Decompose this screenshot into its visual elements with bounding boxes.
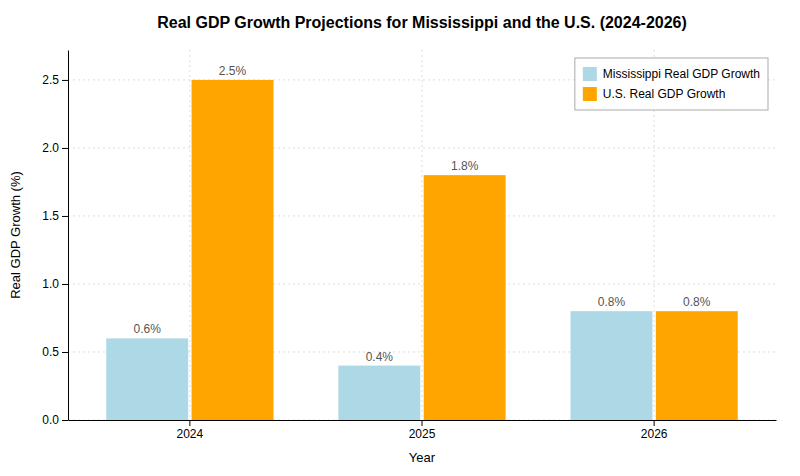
y-tick-label: 2.5 [42,73,59,87]
y-tick: 2.5 [42,73,68,87]
title: Real GDP Growth Projections for Mississi… [157,14,687,31]
grid-line-y [68,283,776,284]
y-axis: 0.0 0.5 1.0 1.5 2.0 2.5 [42,51,68,428]
y-tick-label: 1.5 [42,209,59,223]
x-axis-title: Year [409,450,436,465]
y-axis-line [68,51,69,421]
grid-line-y [68,147,776,148]
y-axis-title: Real GDP Growth (%) [8,171,23,299]
bar [192,80,274,420]
y-tick: 0.0 [42,413,68,427]
x-tick-label: 2025 [409,427,436,441]
chart: 2024 2025 2026 0.0 0.5 1.0 1.5 2.0 2.5 0.6% 0.4% 0.… [0,0,800,476]
data-label: 1.8% [451,159,479,173]
y-tick-label: 0.0 [42,413,59,427]
x-tick: 2024 [177,420,204,441]
x-tick-mark [654,420,655,426]
legend-label: U.S. Real GDP Growth [603,87,725,101]
x-tick-mark [189,420,190,426]
y-tick-label: 1.0 [42,277,59,291]
grid-line-x [422,50,423,420]
grid-line-x [189,50,190,420]
y-tick: 1.0 [42,277,68,291]
grid [68,50,776,420]
data-label: 2.5% [219,64,247,78]
x-tick-mark [422,420,423,426]
y-tick-label: 0.5 [42,345,59,359]
data-label: 0.6% [134,322,162,336]
bar [656,311,738,420]
y-tick-mark [62,352,68,353]
bar [106,338,188,420]
legend-swatch [583,67,597,81]
x-axis: 2024 2025 2026 [69,420,777,441]
bar-series [106,311,652,420]
data-label: 0.8% [598,295,626,309]
legend-label: Mississippi Real GDP Growth [603,67,760,81]
y-tick: 0.5 [42,345,68,359]
x-tick: 2026 [641,420,668,441]
bar [570,311,652,420]
x-tick-label: 2026 [641,427,668,441]
data-label: 0.8% [683,295,711,309]
legend-item: Mississippi Real GDP Growth [583,67,760,81]
x-tick-label: 2024 [177,427,204,441]
x-tick: 2025 [409,420,436,441]
y-tick-mark [62,80,68,81]
y-tick-mark [62,420,68,421]
y-tick-label: 2.0 [42,141,59,155]
bar [338,366,420,420]
y-tick: 1.5 [42,209,68,223]
legend: Mississippi Real GDP Growth U.S. Real GDP… [575,58,768,110]
bars [106,80,738,420]
legend-box [575,58,768,110]
bar [424,175,506,420]
y-tick: 2.0 [42,141,68,155]
y-tick-mark [62,284,68,285]
y-tick-mark [62,148,68,149]
legend-swatch [583,87,597,101]
plot: 2024 2025 2026 0.0 0.5 1.0 1.5 2.0 2.5 0.6% 0.4% 0.… [42,50,776,441]
bar-series [192,80,738,420]
y-tick-mark [62,216,68,217]
data-label: 0.4% [366,350,394,364]
legend-item: U.S. Real GDP Growth [583,87,725,101]
